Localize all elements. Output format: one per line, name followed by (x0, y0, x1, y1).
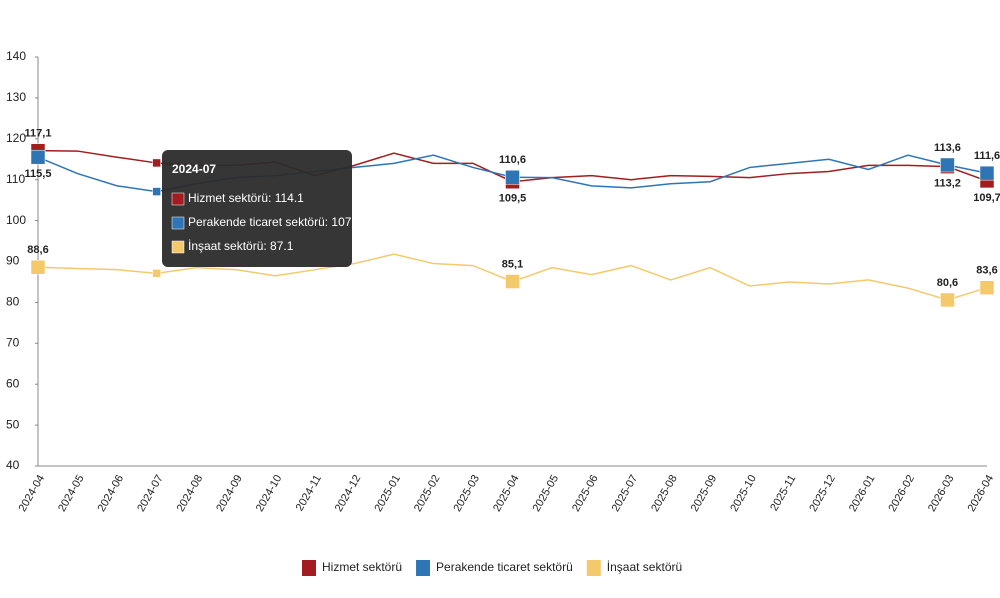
marker (30, 149, 46, 165)
x-tick-label: 2025-09 (689, 473, 720, 514)
x-tick-label: 2025-12 (807, 473, 838, 514)
value-label: 83,6 (976, 265, 997, 277)
x-tick-label: 2025-01 (372, 473, 403, 514)
value-label: 111,6 (974, 150, 1000, 162)
y-tick-label: 100 (6, 213, 26, 227)
marker (505, 274, 520, 289)
x-tick-label: 2024-12 (333, 473, 364, 514)
x-tick-label: 2026-02 (886, 473, 917, 514)
value-label: 117,1 (25, 128, 52, 140)
y-tick-label: 140 (6, 49, 26, 63)
x-tick-label: 2025-10 (728, 473, 759, 514)
tooltip-item: Perakende ticaret sektörü: 107.1 (188, 215, 362, 229)
value-label: 109,7 (973, 192, 1000, 204)
x-tick-label: 2024-10 (254, 473, 285, 514)
value-label: 110,6 (499, 154, 526, 166)
legend-swatch (586, 560, 601, 576)
x-tick-label: 2026-03 (926, 473, 957, 514)
x-tick-label: 2025-03 (451, 473, 482, 514)
tooltip-title: 2024-07 (172, 162, 216, 176)
marker (940, 157, 955, 173)
tooltip-swatch (171, 192, 185, 206)
x-tick-label: 2024-07 (135, 473, 166, 514)
x-tick-label: 2024-11 (294, 473, 324, 513)
y-tick-label: 80 (6, 295, 20, 309)
tooltip-item: Hizmet sektörü: 114.1 (188, 191, 304, 205)
x-tick-label: 2025-11 (768, 473, 798, 513)
value-label: 113,6 (934, 142, 961, 154)
value-label: 85,1 (502, 258, 523, 270)
marker (152, 158, 161, 168)
tooltip: 2024-07 Hizmet sektörü: 114.1 Perakende ti… (162, 150, 362, 267)
value-label: 115,5 (25, 168, 52, 180)
value-label: 113,2 (934, 178, 961, 190)
y-tick-label: 70 (6, 335, 20, 349)
marker (152, 269, 161, 278)
x-tick-label: 2025-07 (610, 473, 641, 514)
marker (152, 187, 161, 196)
x-tick-label: 2024-05 (56, 473, 87, 514)
legend-label: İnşaat sektörü (607, 560, 682, 574)
x-tick-label: 2026-04 (966, 473, 997, 514)
x-tick-label: 2025-02 (412, 473, 443, 514)
x-tick-label: 2025-04 (491, 473, 522, 514)
x-tick-label: 2026-01 (847, 473, 878, 514)
y-tick-label: 60 (6, 376, 20, 390)
x-tick-label: 2024-06 (96, 473, 127, 514)
y-tick-label: 40 (6, 458, 20, 472)
x-tick-label: 2024-09 (214, 473, 245, 514)
x-tick-label: 2025-08 (649, 473, 680, 514)
marker (505, 169, 520, 185)
x-tick-label: 2025-05 (531, 473, 562, 514)
y-tick-label: 130 (6, 90, 26, 104)
value-label: 109,5 (499, 193, 527, 205)
tooltip-item: İnşaat sektörü: 87.1 (188, 239, 294, 253)
y-tick-label: 120 (6, 131, 26, 145)
x-tick-label: 2024-08 (175, 473, 206, 514)
legend-swatch (416, 560, 431, 576)
value-label: 80,6 (937, 277, 958, 289)
marker (979, 165, 995, 181)
marker (940, 292, 955, 308)
tooltip-swatch (171, 240, 185, 254)
legend-label: Perakende ticaret sektörü (436, 560, 573, 574)
x-tick-label: 2024-04 (17, 473, 48, 514)
legend-swatch (302, 560, 316, 576)
value-label: 88,6 (27, 244, 48, 256)
tooltip-swatch (171, 216, 185, 230)
x-tick-label: 2025-06 (570, 473, 601, 514)
marker (30, 259, 46, 275)
y-tick-label: 50 (6, 417, 20, 431)
marker (979, 280, 995, 295)
tooltip-box (162, 150, 352, 267)
legend-label: Hizmet sektörü (322, 560, 402, 574)
y-tick-label: 110 (6, 172, 25, 186)
y-tick-label: 90 (6, 254, 20, 268)
